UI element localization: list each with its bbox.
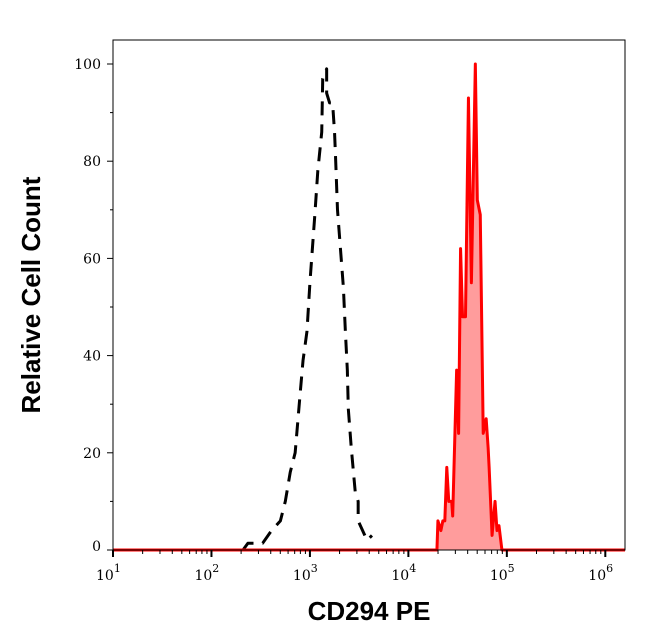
axes: 0 20 40 60 80 100 101 102 103 104 105 106 — [74, 57, 613, 584]
y-tick-label: 80 — [83, 154, 101, 170]
series-layer — [113, 62, 625, 552]
x-tick-label: 106 — [588, 562, 613, 584]
y-tick-label: 40 — [83, 349, 101, 365]
series-fill-1 — [113, 64, 625, 550]
y-tick-label: 100 — [74, 57, 101, 73]
x-tick-label: 101 — [96, 562, 121, 584]
y-tick-label: 0 — [92, 539, 101, 555]
y-tick-label: 60 — [83, 251, 101, 267]
x-tick-label: 102 — [194, 562, 219, 584]
x-axis-title: CD294 PE — [308, 596, 431, 626]
x-tick-label: 103 — [293, 562, 318, 584]
x-tick-label: 104 — [391, 562, 416, 584]
series-line-1 — [113, 62, 625, 552]
plot-frame — [112, 39, 626, 551]
series-line-0 — [241, 67, 374, 551]
y-tick-label: 20 — [83, 446, 101, 462]
y-axis-title: Relative Cell Count — [16, 176, 46, 413]
x-tick-label: 105 — [490, 562, 515, 584]
